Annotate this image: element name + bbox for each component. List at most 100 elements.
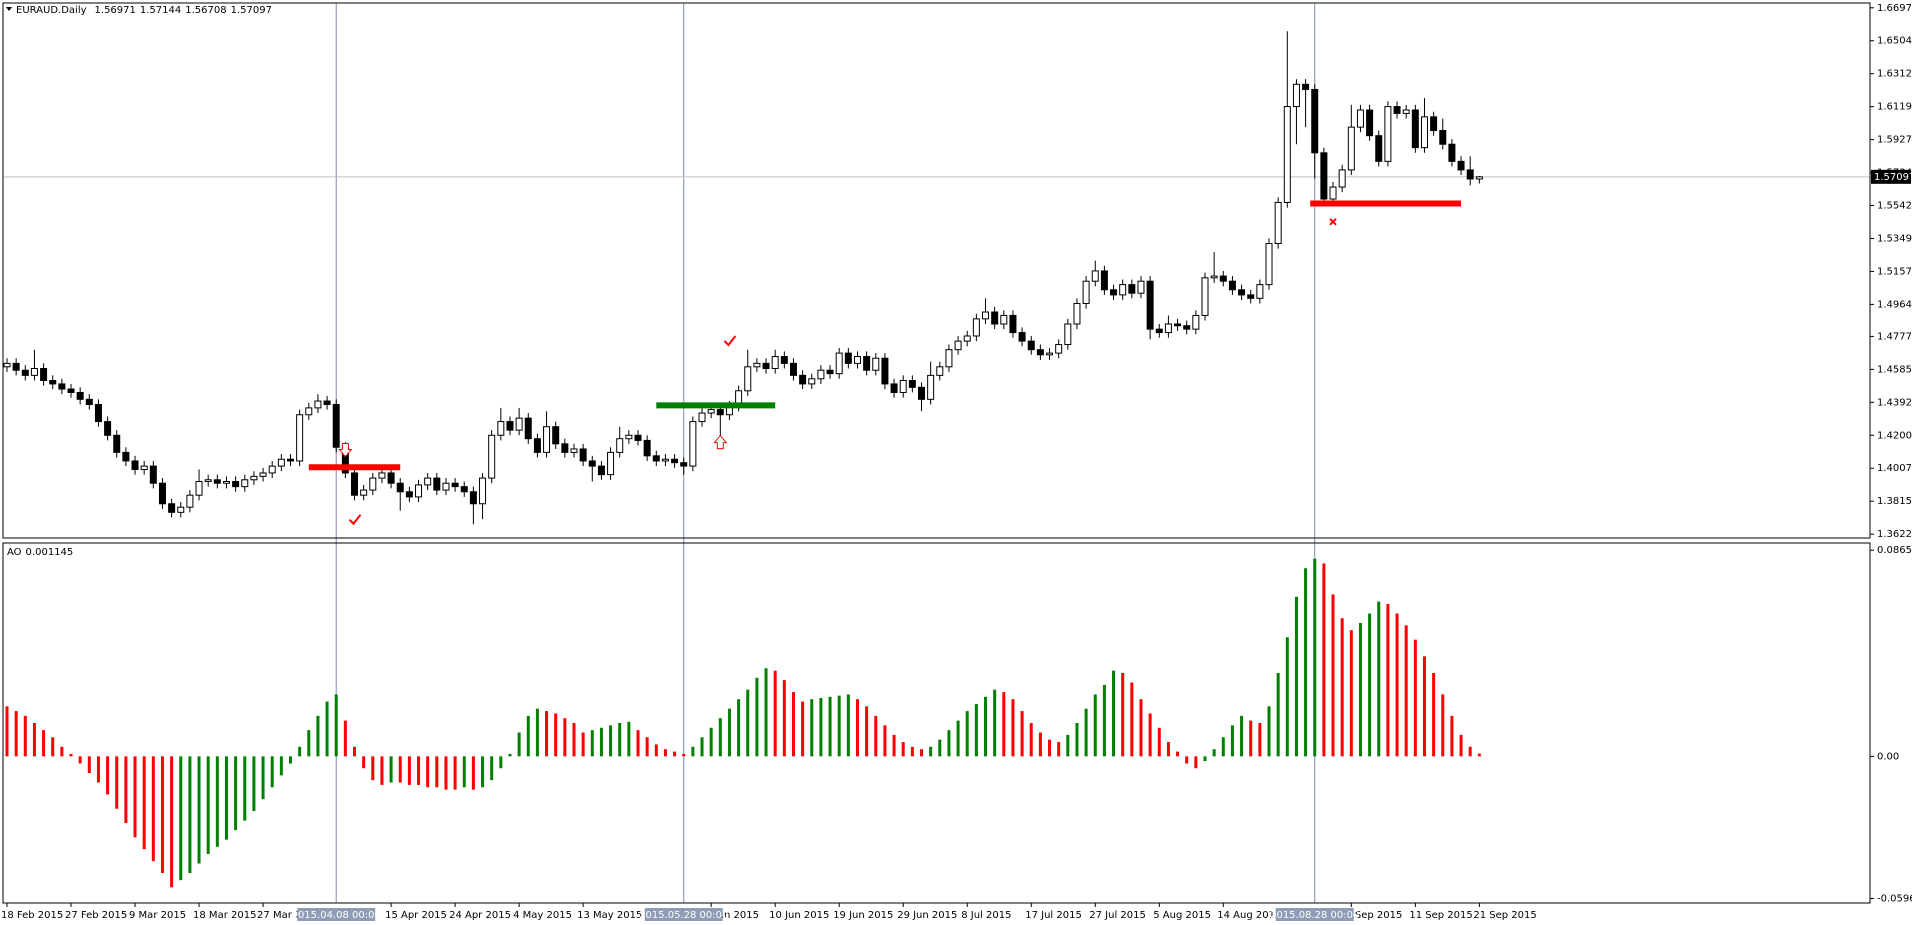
candle-body [1302, 83, 1310, 90]
high-value: 1.57144 [140, 5, 181, 16]
indicator-bar [51, 737, 55, 757]
indicator-panel-frame [2, 542, 1871, 904]
indicator-bar [334, 694, 338, 757]
indicator-bar [654, 744, 658, 757]
candle-body [991, 311, 999, 325]
candle-body [543, 426, 551, 453]
candle-body [1183, 325, 1191, 330]
y-tick-label: 1.43925 [1877, 397, 1912, 408]
candle-body [899, 379, 907, 393]
x-tick-label: 4 May 2015 [513, 910, 572, 921]
vline-label: 2015.08.28 00:00 [1270, 910, 1359, 921]
menu-triangle[interactable] [6, 7, 12, 11]
candle-body [1439, 130, 1447, 145]
indicator-bar [993, 689, 997, 757]
candle-body [85, 398, 93, 405]
candle-body [451, 482, 459, 488]
indicator-bar [435, 756, 439, 788]
indicator-bar [215, 756, 219, 847]
candle-body [1228, 280, 1236, 291]
y-tick-label: 1.42000 [1877, 430, 1912, 441]
indicator-bar [892, 734, 896, 757]
candle-body [415, 484, 423, 498]
signal-marker [713, 434, 728, 450]
indicator-bar [1395, 613, 1399, 757]
indicator-bar [142, 756, 146, 850]
indicator-bar [782, 680, 786, 757]
y-tick-label: 1.63120 [1877, 69, 1912, 80]
candle-body [716, 409, 724, 416]
candle-body [689, 421, 697, 467]
candle-body [1091, 270, 1099, 282]
indicator-bar [1057, 742, 1061, 757]
indicator-bar [1331, 594, 1335, 757]
indicator-bar [737, 699, 741, 757]
x-tick-label: 27 Feb 2015 [65, 910, 127, 921]
open-value: 1.56971 [95, 5, 136, 16]
signal-marker [1329, 218, 1337, 226]
indicator-bar [1194, 756, 1198, 769]
indicator-bar [453, 756, 457, 790]
candle-body [1146, 280, 1154, 330]
indicator-bar [1450, 715, 1454, 757]
candle-body [927, 374, 935, 400]
indicator-bar [298, 746, 302, 757]
indicator-bar [481, 756, 485, 788]
candle-body [954, 340, 962, 351]
indicator-bar [1477, 753, 1481, 757]
indicator-bar [855, 699, 859, 757]
candle-body [21, 369, 29, 376]
indicator-bar [1139, 699, 1143, 757]
indicator-bar [746, 689, 750, 757]
indicator-bar [1203, 756, 1207, 762]
indicator-bar [362, 756, 366, 769]
candle-body [241, 479, 249, 488]
candle-body [707, 409, 715, 414]
indicator-bar [801, 701, 805, 757]
indicator-bar [938, 739, 942, 757]
candle-body [1265, 243, 1273, 286]
symbol: EURAUD.Daily [16, 5, 87, 16]
indicator-bar [819, 698, 823, 757]
vline-label-bg [297, 908, 376, 921]
candle-body [936, 366, 944, 376]
candle-body [1155, 328, 1163, 334]
indicator-bar [1285, 637, 1289, 757]
indicator-bar [700, 737, 704, 757]
candle-body [314, 400, 322, 409]
candle-body [524, 417, 532, 440]
candle-body [817, 369, 825, 380]
y-tick-label: 1.59270 [1877, 135, 1912, 146]
candle-body [405, 491, 413, 498]
x-tick-label: 11 Sep 2015 [1409, 910, 1472, 921]
indicator-bar [526, 715, 530, 757]
indicator-bar [508, 753, 512, 757]
candle-body [1457, 160, 1465, 171]
indicator-bar [14, 711, 18, 757]
candle-body [204, 479, 212, 483]
indicator-bar [1029, 723, 1033, 757]
candle-body [808, 378, 816, 385]
indicator-bar [865, 706, 869, 757]
candle-body [49, 379, 57, 385]
indicator-bar [1176, 751, 1180, 757]
indicator-bar [727, 708, 731, 757]
candle-body [1119, 284, 1127, 296]
vline-label: 2015.04.08 00:00 [292, 910, 381, 921]
indicator-bar [1011, 699, 1015, 757]
indicator-bar [947, 730, 951, 757]
indicator-bar [645, 737, 649, 757]
candle-body [140, 465, 148, 471]
indicator-bar [206, 756, 210, 854]
candle-body [1256, 284, 1264, 299]
y2-tick-label: 0.086573 [1877, 545, 1912, 556]
indicator-bar [718, 718, 722, 757]
indicator-bar [1267, 706, 1271, 757]
candle-body [387, 472, 395, 484]
candle-body [1000, 314, 1008, 325]
candle-body [671, 458, 679, 464]
y-tick-label: 1.38150 [1877, 496, 1912, 507]
candle-body [286, 458, 294, 462]
indicator-bar [343, 720, 347, 757]
candle-body [122, 451, 130, 462]
